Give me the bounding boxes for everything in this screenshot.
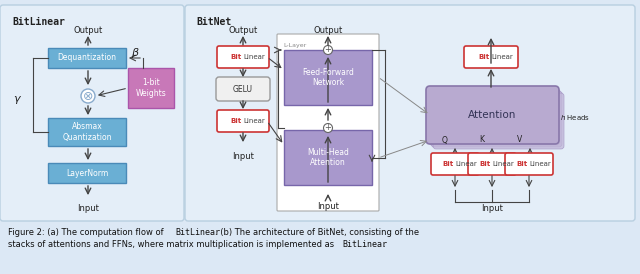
Text: $h$ Heads: $h$ Heads <box>560 113 590 121</box>
FancyBboxPatch shape <box>185 5 635 221</box>
FancyBboxPatch shape <box>431 91 562 147</box>
Text: Attention: Attention <box>468 110 516 120</box>
Text: Q: Q <box>441 136 447 144</box>
Text: $\beta$: $\beta$ <box>131 46 140 60</box>
FancyBboxPatch shape <box>217 110 269 132</box>
Text: Output: Output <box>314 26 342 35</box>
Text: . (b) The architecture of BitNet, consisting of the: . (b) The architecture of BitNet, consis… <box>215 228 419 237</box>
Text: BitLinear: BitLinear <box>12 17 65 27</box>
Bar <box>284 130 372 185</box>
Text: LayerNorm: LayerNorm <box>66 169 108 178</box>
FancyBboxPatch shape <box>431 153 479 175</box>
Circle shape <box>323 45 333 55</box>
Text: V: V <box>516 136 522 144</box>
FancyBboxPatch shape <box>0 5 184 221</box>
Text: Absmax
Quantization: Absmax Quantization <box>62 122 112 142</box>
Circle shape <box>81 89 95 103</box>
Bar <box>128 68 174 108</box>
Text: Multi-Head
Attention: Multi-Head Attention <box>307 148 349 167</box>
Text: $\gamma$: $\gamma$ <box>13 94 22 106</box>
Bar <box>48 118 126 146</box>
Text: Input: Input <box>481 204 503 213</box>
Text: BitNet: BitNet <box>196 17 231 27</box>
Text: Dequantization: Dequantization <box>58 53 116 62</box>
Text: Linear: Linear <box>529 161 551 167</box>
Text: +: + <box>324 45 332 55</box>
Text: GELU: GELU <box>233 84 253 93</box>
Text: 1-bit
Weights: 1-bit Weights <box>136 78 166 98</box>
Text: BitLinear: BitLinear <box>342 240 387 249</box>
FancyBboxPatch shape <box>464 46 518 68</box>
Text: .: . <box>382 240 385 249</box>
Text: BitLinear: BitLinear <box>175 228 220 237</box>
Text: Linear: Linear <box>243 54 265 60</box>
FancyBboxPatch shape <box>277 34 379 211</box>
FancyBboxPatch shape <box>216 77 270 101</box>
FancyBboxPatch shape <box>505 153 553 175</box>
FancyBboxPatch shape <box>468 153 516 175</box>
FancyBboxPatch shape <box>426 86 559 144</box>
Text: Bit: Bit <box>516 161 528 167</box>
Text: K: K <box>479 136 484 144</box>
Text: Bit: Bit <box>480 161 491 167</box>
Text: Linear: Linear <box>492 54 513 60</box>
FancyBboxPatch shape <box>429 89 560 145</box>
Text: Bit: Bit <box>231 54 242 60</box>
Text: Linear: Linear <box>456 161 477 167</box>
Text: ⊗: ⊗ <box>83 90 93 102</box>
Text: Input: Input <box>317 202 339 211</box>
Bar <box>48 48 126 68</box>
Text: L-Layer: L-Layer <box>283 43 307 48</box>
Text: stacks of attentions and FFNs, where matrix multiplication is implemented as: stacks of attentions and FFNs, where mat… <box>8 240 337 249</box>
FancyBboxPatch shape <box>433 93 564 149</box>
Text: Output: Output <box>74 26 102 35</box>
Text: Feed-Forward
Network: Feed-Forward Network <box>302 68 354 87</box>
Text: Figure 2: (a) The computation flow of: Figure 2: (a) The computation flow of <box>8 228 166 237</box>
Text: Bit: Bit <box>443 161 454 167</box>
Text: +: + <box>324 124 332 133</box>
Circle shape <box>323 124 333 133</box>
Text: Bit: Bit <box>231 118 242 124</box>
Text: Output: Output <box>228 26 258 35</box>
Text: Linear: Linear <box>243 118 265 124</box>
Bar <box>284 50 372 105</box>
Text: Input: Input <box>77 204 99 213</box>
Text: Input: Input <box>232 152 254 161</box>
Text: Bit: Bit <box>479 54 490 60</box>
FancyBboxPatch shape <box>217 46 269 68</box>
Text: Linear: Linear <box>493 161 515 167</box>
Bar <box>48 163 126 183</box>
